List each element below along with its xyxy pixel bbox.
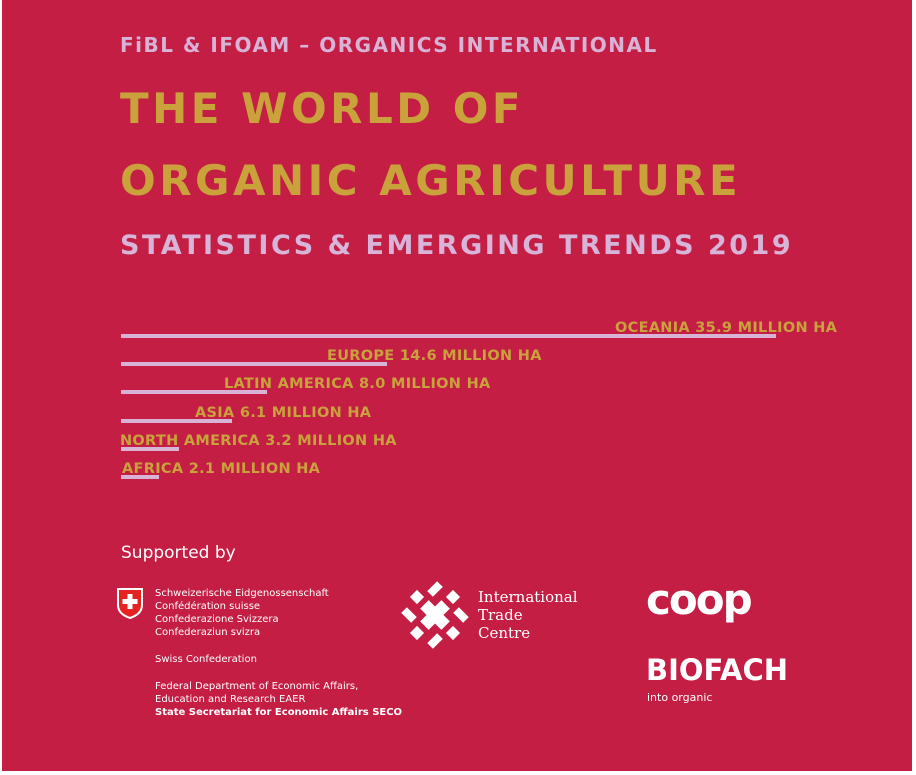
title-line-1: THE WORLD OF xyxy=(120,84,525,133)
itc-logo-icon xyxy=(401,581,469,649)
itc-name: International Trade Centre xyxy=(478,588,578,642)
swiss-line: Schweizerische Eidgenossenschaft xyxy=(155,588,329,599)
supported-by-heading: Supported by xyxy=(121,543,236,563)
bar-oceania xyxy=(121,334,776,338)
bar-asia xyxy=(121,418,233,423)
bar-africa xyxy=(121,475,160,479)
bar-label-north-america: NORTH AMERICA 3.2 MILLION HA xyxy=(120,432,397,449)
swiss-line: Confédération suisse xyxy=(155,601,261,612)
swiss-line: Confederaziun svizra xyxy=(155,627,261,638)
department-line: Federal Department of Economic Affairs, xyxy=(155,681,359,692)
seco-label: State Secretariat for Economic Affairs S… xyxy=(155,707,403,718)
itc-name-line: Trade xyxy=(478,606,523,624)
swiss-text-block: Schweizerische Eidgenossenschaft Confédé… xyxy=(155,587,415,719)
itc-name-line: Centre xyxy=(478,624,531,642)
publisher-line: FiBL & IFOAM – ORGANICS INTERNATIONAL xyxy=(120,33,658,57)
title-line-2: ORGANIC AGRICULTURE xyxy=(120,156,742,205)
bar-label-asia: ASIA 6.1 MILLION HA xyxy=(195,404,372,421)
bar-latin-america xyxy=(121,390,267,395)
bar-north-america xyxy=(121,446,180,451)
itc-name-line: International xyxy=(478,588,578,606)
biofach-logo: BIOFACH xyxy=(646,653,789,687)
bar-label-africa: AFRICA 2.1 MILLION HA xyxy=(122,461,321,477)
swiss-cross-icon xyxy=(117,588,143,619)
bar-label-latin-america: LATIN AMERICA 8.0 MILLION HA xyxy=(224,376,491,393)
subtitle: STATISTICS & EMERGING TRENDS 2019 xyxy=(120,230,794,261)
department-line: Education and Research EAER xyxy=(155,694,306,705)
swiss-confederation-label: Swiss Confederation xyxy=(155,654,257,665)
bar-label-europe: EUROPE 14.6 MILLION HA xyxy=(327,348,542,365)
coop-logo: coop xyxy=(646,575,753,624)
swiss-line: Confederazione Svizzera xyxy=(155,614,279,625)
organic-area-bar-chart: OCEANIA 35.9 MILLION HA EUROPE 14.6 MILLI… xyxy=(2,0,912,520)
bar-europe xyxy=(121,362,388,367)
bar-label-oceania: OCEANIA 35.9 MILLION HA xyxy=(615,320,838,336)
biofach-tagline: into organic xyxy=(647,691,713,704)
